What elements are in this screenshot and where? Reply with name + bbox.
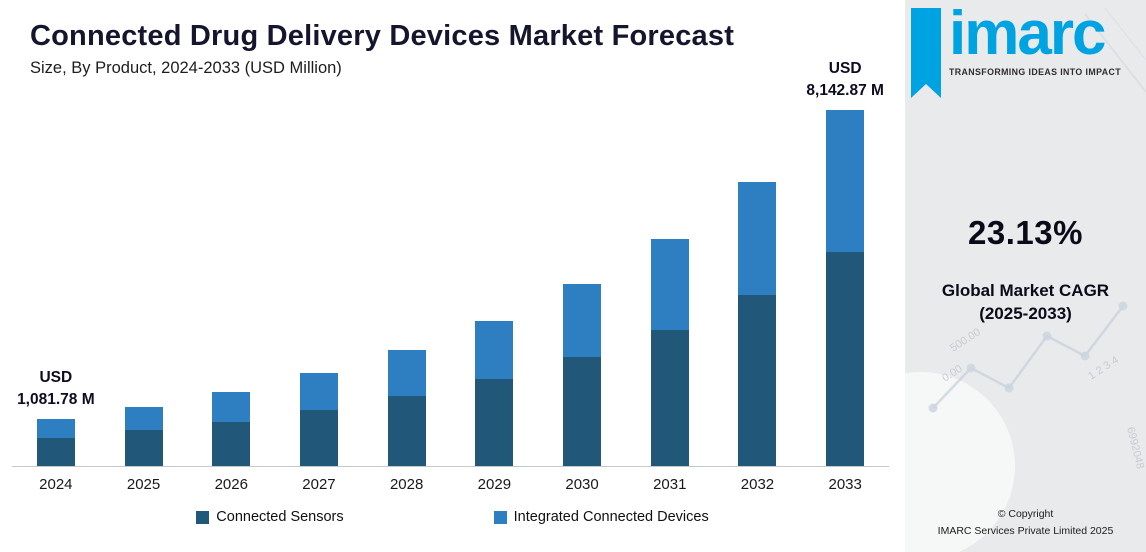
- stacked-bar-2030: [563, 284, 602, 466]
- bar-column: [275, 110, 363, 466]
- bar-segment-integrated-connected-devices: [299, 373, 338, 411]
- cagr-label-line1: Global Market CAGR: [941, 281, 1110, 300]
- imarc-logo: imarc TRANSFORMING IDEAS INTO IMPACT: [905, 0, 1146, 98]
- imarc-logo-icon: [911, 8, 941, 98]
- decor-number: 0.00: [940, 363, 965, 385]
- x-axis-label: 2030: [565, 476, 599, 493]
- bar-column: [626, 110, 714, 466]
- decor-number: 500.00: [948, 326, 983, 354]
- x-axis-label: 2032: [740, 476, 775, 493]
- bar-column: [714, 110, 802, 466]
- bar-segment-integrated-connected-devices: [124, 406, 163, 431]
- bar-column: USD 1,081.78 M: [12, 110, 100, 466]
- stacked-bar-2033: [826, 110, 865, 466]
- stacked-bar-2029: [475, 320, 514, 466]
- bar-column: [363, 110, 451, 466]
- legend-label: Connected Sensors: [216, 509, 344, 525]
- bar-segment-integrated-connected-devices: [387, 350, 426, 397]
- bar-segment-connected-sensors: [124, 430, 163, 466]
- bar-segment-integrated-connected-devices: [826, 110, 865, 253]
- bar-segment-connected-sensors: [212, 421, 251, 466]
- bar-segment-integrated-connected-devices: [212, 391, 251, 422]
- stacked-bar-2026: [212, 391, 251, 466]
- brand-name: imarc: [949, 0, 1106, 68]
- bar-segment-integrated-connected-devices: [650, 238, 689, 330]
- page-subtitle: Size, By Product, 2024-2033 (USD Million…: [30, 59, 342, 77]
- annotation-value: 1,081.78 M: [17, 390, 95, 408]
- copyright-line1: © Copyright: [997, 508, 1054, 521]
- bar-segment-connected-sensors: [387, 396, 426, 466]
- info-panel: 500.00 0.00 1 2 3 4 6992048 imarc TRANSF…: [905, 0, 1146, 552]
- stacked-bar-chart: USD 1,081.78 M USD 8,142.87 M 2024 2025 2026 2…: [12, 60, 889, 493]
- bar-segment-integrated-connected-devices: [563, 284, 602, 358]
- stacked-bar-2032: [738, 181, 777, 466]
- value-annotation-2033: USD 8,142.87 M: [806, 60, 884, 100]
- chart-section: Connected Drug Delivery Devices Market F…: [0, 20, 905, 525]
- bar-segment-integrated-connected-devices: [475, 320, 514, 379]
- stacked-bar-2027: [299, 373, 338, 466]
- bar-segment-connected-sensors: [563, 357, 602, 466]
- bar-column: [100, 110, 188, 466]
- x-axis-label: 2026: [214, 476, 248, 493]
- bar-segment-connected-sensors: [650, 329, 689, 466]
- cagr-label-line2: (2025-2033): [979, 303, 1072, 323]
- annotation-value: 8,142.87 M: [806, 82, 884, 99]
- x-axis-label: 2028: [389, 476, 424, 493]
- stacked-bar-2025: [124, 406, 163, 466]
- bar-segment-connected-sensors: [36, 437, 75, 466]
- bar-column: [538, 110, 626, 466]
- x-axis: 2024 2025 2026 2027 2028 2029 2030 2031 2032 2033: [12, 466, 889, 493]
- legend-item-connected-sensors: Connected Sensors: [196, 509, 344, 525]
- bar-segment-integrated-connected-devices: [738, 181, 777, 296]
- x-axis-label: 2024: [39, 476, 73, 493]
- x-axis-label: 2029: [477, 476, 512, 493]
- bar-segment-integrated-connected-devices: [36, 418, 75, 438]
- plot-area: USD 1,081.78 M USD 8,142.87 M: [12, 60, 889, 466]
- legend-item-integrated-connected-devices: Integrated Connected Devices: [493, 509, 709, 525]
- cagr-label: Global Market CAGR (2025-2033): [905, 280, 1146, 326]
- x-axis-label: 2027: [302, 476, 336, 493]
- stacked-bar-2028: [387, 350, 426, 466]
- legend-swatch: [196, 510, 210, 524]
- stacked-bar-2031: [650, 238, 689, 466]
- legend-swatch: [493, 510, 507, 524]
- copyright-line2: IMARC Services Private Limited 2025: [937, 525, 1114, 538]
- x-axis-label: 2031: [653, 476, 687, 493]
- x-axis-label: 2033: [828, 476, 862, 493]
- cagr-block: 23.13% Global Market CAGR (2025-2033): [905, 214, 1146, 326]
- legend-label: Integrated Connected Devices: [513, 509, 709, 525]
- value-annotation-2024: USD 1,081.78 M: [17, 369, 95, 409]
- bar-column: USD 8,142.87 M: [801, 60, 889, 466]
- decor-number: 1 2 3 4: [1086, 354, 1121, 382]
- brand-text: imarc TRANSFORMING IDEAS INTO IMPACT: [949, 0, 1121, 77]
- bar-column: [451, 110, 539, 466]
- stacked-bar-2024: [36, 418, 75, 466]
- bar-segment-connected-sensors: [826, 252, 865, 466]
- bar-segment-connected-sensors: [738, 295, 777, 466]
- bar-column: [187, 110, 275, 466]
- cagr-value: 23.13%: [968, 214, 1083, 251]
- x-axis-label: 2025: [126, 476, 161, 493]
- page-title: Connected Drug Delivery Devices Market F…: [30, 20, 735, 52]
- copyright: © Copyright IMARC Services Private Limit…: [905, 506, 1146, 540]
- legend: Connected Sensors Integrated Connected D…: [0, 509, 905, 525]
- bar-segment-connected-sensors: [299, 410, 338, 466]
- bar-segment-connected-sensors: [475, 378, 514, 466]
- annotation-currency: USD: [39, 368, 73, 386]
- annotation-currency: USD: [828, 60, 862, 77]
- brand-tagline: TRANSFORMING IDEAS INTO IMPACT: [949, 66, 1121, 77]
- decor-number: 6992048: [1124, 426, 1146, 470]
